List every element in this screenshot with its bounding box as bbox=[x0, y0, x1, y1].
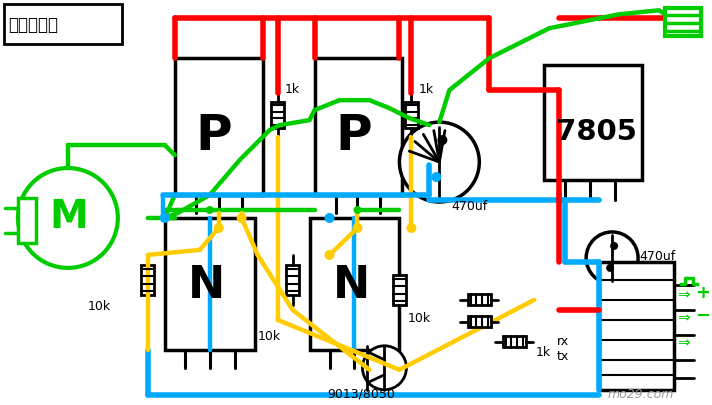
Circle shape bbox=[399, 122, 479, 202]
Circle shape bbox=[236, 213, 246, 223]
Text: 10k: 10k bbox=[407, 312, 431, 325]
Circle shape bbox=[431, 172, 441, 182]
Text: ⇒: ⇒ bbox=[677, 336, 690, 351]
Bar bbox=[544, 65, 642, 180]
Text: 470uf: 470uf bbox=[639, 250, 675, 263]
Text: 470uf: 470uf bbox=[451, 200, 488, 213]
Bar bbox=[468, 294, 491, 305]
Circle shape bbox=[159, 213, 169, 223]
Circle shape bbox=[606, 264, 614, 272]
Bar bbox=[315, 58, 402, 195]
Text: tx: tx bbox=[557, 350, 570, 363]
Text: 1k: 1k bbox=[419, 83, 434, 96]
Circle shape bbox=[206, 206, 214, 214]
Bar bbox=[503, 336, 525, 347]
Circle shape bbox=[586, 232, 638, 284]
Text: 7805: 7805 bbox=[556, 118, 637, 146]
Bar bbox=[271, 102, 284, 128]
Bar bbox=[286, 265, 299, 295]
Bar bbox=[468, 316, 491, 327]
Circle shape bbox=[353, 206, 362, 214]
Bar bbox=[599, 262, 674, 390]
Text: mo29.com: mo29.com bbox=[607, 388, 674, 401]
Text: 9013/8050: 9013/8050 bbox=[328, 388, 395, 401]
Text: P: P bbox=[196, 112, 232, 160]
Bar bbox=[141, 265, 155, 295]
Text: +: + bbox=[695, 284, 710, 302]
Circle shape bbox=[325, 213, 335, 223]
Circle shape bbox=[325, 250, 335, 260]
Text: 1k: 1k bbox=[535, 346, 550, 359]
Text: P: P bbox=[335, 112, 372, 160]
Text: 1k: 1k bbox=[285, 83, 300, 96]
Bar bbox=[310, 218, 399, 350]
Text: ⇒: ⇒ bbox=[677, 288, 690, 303]
Circle shape bbox=[18, 168, 117, 268]
Text: 10k: 10k bbox=[88, 300, 111, 313]
Text: ⇒: ⇒ bbox=[677, 311, 690, 326]
Circle shape bbox=[362, 346, 407, 390]
Circle shape bbox=[610, 242, 618, 250]
Circle shape bbox=[437, 135, 447, 145]
Circle shape bbox=[352, 223, 362, 233]
Text: rx: rx bbox=[557, 335, 570, 348]
Text: −: − bbox=[695, 307, 710, 325]
Text: M: M bbox=[49, 198, 88, 236]
Bar bbox=[393, 275, 406, 305]
Text: 背面焊接图: 背面焊接图 bbox=[8, 16, 58, 34]
Bar bbox=[665, 8, 701, 36]
Text: N: N bbox=[188, 264, 225, 307]
Text: N: N bbox=[333, 264, 370, 307]
Circle shape bbox=[407, 223, 417, 233]
Text: 10k: 10k bbox=[258, 330, 281, 343]
Bar bbox=[164, 218, 255, 350]
Bar bbox=[174, 58, 263, 195]
Circle shape bbox=[214, 223, 224, 233]
Bar bbox=[405, 102, 418, 128]
Bar bbox=[4, 4, 122, 44]
Bar bbox=[18, 198, 36, 243]
